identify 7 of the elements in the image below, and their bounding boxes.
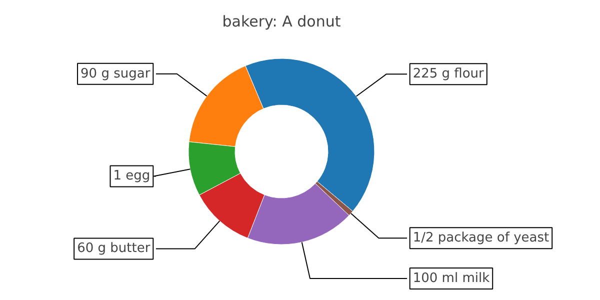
slice-label: 1/2 package of yeast bbox=[412, 230, 550, 246]
slice-label: 90 g sugar bbox=[80, 66, 151, 82]
slice-label: 60 g butter bbox=[77, 241, 151, 256]
slice-label: 225 g flour bbox=[412, 66, 485, 82]
chart-title: bakery: A donut bbox=[222, 12, 341, 30]
slice-label: 100 ml milk bbox=[412, 271, 490, 286]
slice-label: 1 egg bbox=[113, 168, 150, 184]
